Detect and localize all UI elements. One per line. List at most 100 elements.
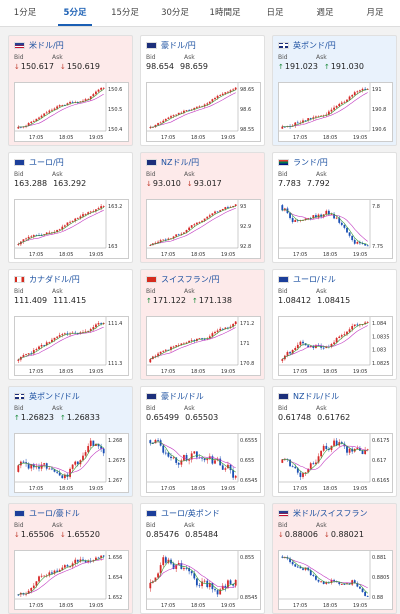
pair-name[interactable]: 米ドル/スイスフラン bbox=[293, 508, 368, 518]
candle-body bbox=[364, 243, 367, 246]
moving-average-line-short bbox=[150, 89, 236, 128]
pair-name[interactable]: 豪ドル/ドル bbox=[161, 391, 204, 401]
pair-name[interactable]: ユーロ/ドル bbox=[293, 274, 336, 284]
pair-name[interactable]: ユーロ/円 bbox=[29, 157, 64, 167]
tab-timeframe[interactable]: 1分足 bbox=[13, 8, 37, 18]
rate-card[interactable]: 米ドル/円 Bid Ask ↓150.617 ↓150.619 150.6 150.5 150… bbox=[8, 35, 133, 146]
tab-timeframe[interactable]: 5分足 bbox=[50, 0, 100, 26]
bid-ask-values: 0.65499 0.65503 bbox=[141, 412, 264, 422]
ask-label: Ask bbox=[316, 171, 327, 178]
candle-body bbox=[63, 225, 66, 227]
rate-card[interactable]: 英ポンド/円 Bid Ask ↑191.023 ↑191.030 191 190.8 190.… bbox=[272, 35, 397, 146]
rate-card[interactable]: ユーロ/豪ドル Bid Ask ↓1.65506 ↓1.65520 1.656 1.654 1… bbox=[8, 503, 133, 614]
rate-card[interactable]: ランド/円 Bid Ask 7.783 7.792 7.8 7.75 17:05 18:05 19… bbox=[272, 152, 397, 263]
candle-body bbox=[43, 463, 46, 465]
candle-body bbox=[221, 328, 224, 330]
pair-name[interactable]: NZドル/円 bbox=[161, 157, 200, 167]
mini-candlestick-chart[interactable]: 1.656 1.654 1.652 17:05 18:05 19:05 bbox=[14, 550, 129, 610]
mini-candlestick-chart[interactable]: 150.6 150.5 150.4 17:05 18:05 19:05 bbox=[14, 82, 129, 142]
candle-body bbox=[172, 236, 175, 239]
mini-candlestick-chart[interactable]: 0.855 0.8545 17:05 18:05 19:05 bbox=[146, 550, 261, 610]
rate-card[interactable]: 豪ドル/ドル Bid Ask 0.65499 0.65503 0.6555 0.655 0.6… bbox=[140, 386, 265, 497]
rate-card[interactable]: NZドル/円 Bid Ask ↓93.010 ↓93.017 93 92.9 92.8 17:0… bbox=[140, 152, 265, 263]
candle-body bbox=[190, 453, 193, 460]
candle-body bbox=[51, 468, 53, 470]
bid-ask-labels: Bid Ask bbox=[273, 403, 396, 412]
tab-timeframe[interactable]: 週足 bbox=[316, 8, 334, 18]
mini-candlestick-chart[interactable]: 0.6175 0.617 0.6165 17:05 18:05 19:05 bbox=[278, 433, 393, 493]
candle-body bbox=[188, 110, 191, 111]
candle-body bbox=[206, 458, 209, 461]
pair-name[interactable]: NZドル/ドル bbox=[293, 391, 340, 401]
tab-timeframe[interactable]: 1時間足 bbox=[209, 8, 241, 18]
rate-card[interactable]: 英ポンド/ドル Bid Ask ↑1.26823 ↑1.26833 1.268 1.2675… bbox=[8, 386, 133, 497]
pair-name[interactable]: ユーロ/豪ドル bbox=[29, 508, 80, 518]
pair-name[interactable]: 英ポンド/ドル bbox=[29, 391, 80, 401]
pair-name[interactable]: 英ポンド/円 bbox=[293, 40, 336, 50]
mini-candlestick-chart[interactable]: 1.084 1.0835 1.083 1.0825 17:05 18:05 19:05 bbox=[278, 316, 393, 376]
mini-candlestick-chart[interactable]: 111.4 111.3 17:05 18:05 19:05 bbox=[14, 316, 129, 376]
candle-body bbox=[281, 126, 284, 129]
mini-candlestick-chart[interactable]: 1.268 1.2675 1.267 17:05 18:05 19:05 bbox=[14, 433, 129, 493]
rate-card[interactable]: スイスフラン/円 Bid Ask ↑171.122 ↑171.138 171.2 171 17… bbox=[140, 269, 265, 380]
candle-body bbox=[19, 126, 22, 128]
mini-candlestick-chart[interactable]: 163.2 163 17:05 18:05 19:05 bbox=[14, 199, 129, 259]
pair-name[interactable]: カナダドル/円 bbox=[29, 274, 80, 284]
candle-body bbox=[76, 333, 79, 335]
rate-card[interactable]: 米ドル/スイスフラン Bid Ask ↓0.88006 ↓0.88021 0.881 0.8… bbox=[272, 503, 397, 614]
mini-candlestick-chart[interactable]: 171.2 171 170.8 17:05 18:05 19:05 bbox=[146, 316, 261, 376]
candle-body bbox=[25, 238, 27, 240]
candle-body bbox=[30, 587, 33, 591]
rate-card-header: NZドル/ドル bbox=[273, 387, 396, 403]
tab-timeframe[interactable]: 30分足 bbox=[161, 8, 189, 18]
rate-card[interactable]: ユーロ/ドル Bid Ask 1.08412 1.08415 1.084 1.0835 1.0… bbox=[272, 269, 397, 380]
tab-timeframe[interactable]: 15分足 bbox=[111, 8, 139, 18]
tab-timeframe[interactable]: 月足 bbox=[366, 8, 384, 18]
pair-name[interactable]: 豪ドル/円 bbox=[161, 40, 196, 50]
moving-average-line bbox=[150, 208, 236, 246]
rate-card[interactable]: ユーロ/英ポンド Bid Ask 0.85476 0.85484 0.855 0.8545 1… bbox=[140, 503, 265, 614]
candle-body bbox=[221, 93, 224, 95]
y-tick-label: 171 bbox=[240, 341, 250, 347]
mini-candlestick-chart[interactable]: 93 92.9 92.8 17:05 18:05 19:05 bbox=[146, 199, 261, 259]
candle-body bbox=[320, 115, 323, 117]
candle-body bbox=[180, 343, 183, 346]
pair-name[interactable]: ランド/円 bbox=[293, 157, 328, 167]
candle-body bbox=[312, 575, 315, 576]
mini-candlestick-chart[interactable]: 98.65 98.6 98.55 17:05 18:05 19:05 bbox=[146, 82, 261, 142]
mini-candlestick-chart[interactable]: 0.881 0.8805 0.88 17:05 18:05 19:05 bbox=[278, 550, 393, 610]
ask-label: Ask bbox=[52, 405, 63, 412]
ask-value: 0.85484 bbox=[185, 530, 218, 539]
x-tick-label: 19:05 bbox=[221, 603, 235, 609]
candle-body bbox=[348, 232, 351, 236]
bid-label: Bid bbox=[146, 522, 156, 529]
timeframe-tabs: 1分足 5分足 15分足 30分足 1時間足 日足 週足 月足 bbox=[0, 0, 400, 27]
candle-body bbox=[89, 329, 92, 331]
rate-card[interactable]: NZドル/ドル Bid Ask 0.61748 0.61762 0.6175 0.617 0.… bbox=[272, 386, 397, 497]
candle-body bbox=[322, 445, 325, 451]
candle-body bbox=[38, 466, 40, 469]
candle-body bbox=[170, 456, 172, 459]
candle-body bbox=[219, 589, 222, 595]
rate-card[interactable]: ユーロ/円 Bid Ask 163.288 163.292 163.2 163 17:05 18… bbox=[8, 152, 133, 263]
rate-card[interactable]: カナダドル/円 Bid Ask 111.409 111.415 111.4 111.3 17:… bbox=[8, 269, 133, 380]
ask-price: 150.619 bbox=[66, 62, 100, 71]
candle-body bbox=[56, 229, 59, 232]
tab-timeframe[interactable]: 日足 bbox=[266, 8, 284, 18]
rate-card[interactable]: 豪ドル/円 Bid Ask 98.654 98.659 98.65 98.6 98.55 17:… bbox=[140, 35, 265, 146]
mini-candlestick-chart[interactable]: 191 190.8 190.6 17:05 18:05 19:05 bbox=[278, 82, 393, 142]
ask-price: 0.65503 bbox=[185, 413, 219, 422]
x-tick-label: 19:05 bbox=[353, 369, 367, 375]
candle-body bbox=[71, 563, 74, 567]
candle-body bbox=[66, 333, 69, 335]
mini-candlestick-chart[interactable]: 7.8 7.75 17:05 18:05 19:05 bbox=[278, 199, 393, 259]
pair-name[interactable]: スイスフラン/円 bbox=[161, 274, 220, 284]
candle-body bbox=[87, 560, 90, 563]
pair-name[interactable]: 米ドル/円 bbox=[29, 40, 64, 50]
mini-candlestick-chart[interactable]: 0.6555 0.655 0.6545 17:05 18:05 19:05 bbox=[146, 433, 261, 493]
bid-ask-values: 1.08412 1.08415 bbox=[273, 295, 396, 305]
x-tick-label: 18:05 bbox=[59, 486, 73, 492]
flag-icon bbox=[14, 275, 25, 283]
pair-name[interactable]: ユーロ/英ポンド bbox=[161, 508, 220, 518]
candle-body bbox=[82, 455, 84, 461]
